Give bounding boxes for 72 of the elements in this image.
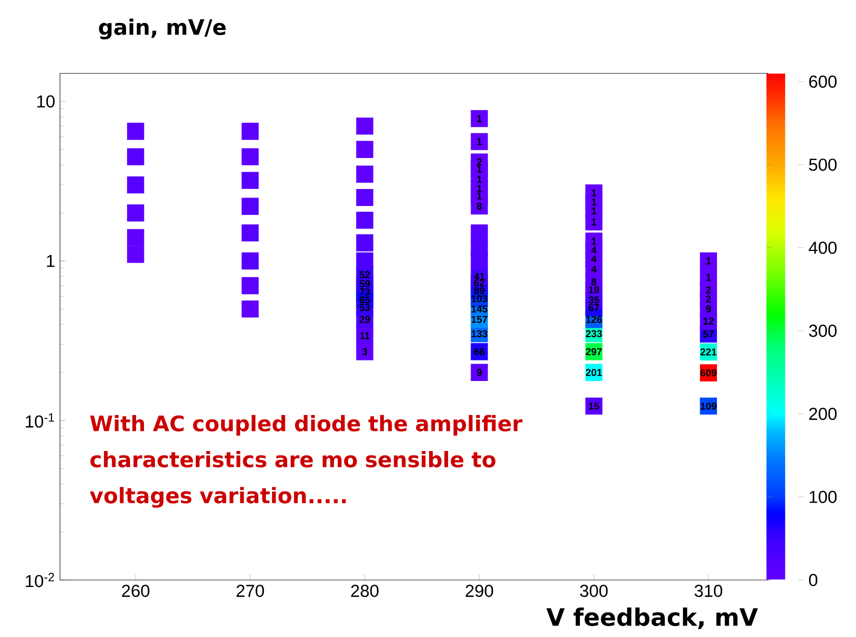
annotation: 29: [360, 316, 370, 323]
annotation: 1: [477, 138, 482, 146]
annotation: 2: [706, 295, 711, 302]
annotation: 221: [700, 348, 716, 356]
annotation: 126: [586, 316, 602, 323]
annotation: 4: [591, 246, 597, 254]
annotation: 1: [592, 238, 596, 245]
annotation: 4: [591, 255, 597, 262]
y-tick-label: 10: [37, 95, 55, 108]
annotation: 109: [700, 402, 716, 410]
annotation: 73: [360, 288, 370, 296]
annotation: 1: [592, 189, 596, 196]
x-tick-label: 280: [351, 584, 379, 597]
annotation: 11: [360, 332, 370, 340]
annotation: 233: [586, 330, 602, 338]
annotation: 62: [474, 279, 484, 286]
x-tick-label: 300: [580, 584, 608, 597]
annotation: 9: [476, 368, 482, 376]
annotation: 15: [588, 402, 600, 410]
annotation: 1: [706, 258, 711, 264]
x-tick-label: 290: [466, 584, 494, 597]
color-bar-label: 100: [810, 490, 837, 504]
x-tick-label: 260: [122, 584, 150, 597]
annotation: 3: [362, 348, 368, 356]
annotation: 41: [474, 272, 485, 280]
annotation: 57: [703, 330, 714, 338]
annotation: 9: [706, 305, 711, 313]
x-axis-title: V feedback, mV: [546, 608, 758, 630]
color-bar-label: 600: [809, 76, 837, 88]
annotation: 65: [360, 296, 370, 304]
annotation: 1: [592, 218, 596, 226]
y-tick-label: 1: [46, 255, 54, 267]
annotation: 1: [477, 166, 482, 172]
annotation: 1: [592, 207, 596, 214]
color-bar-label: 400: [808, 242, 837, 254]
annotation: 59: [359, 280, 370, 288]
annotation: 66: [474, 348, 485, 356]
color-bar-label: 0: [809, 574, 818, 586]
annotation: 1: [477, 184, 482, 192]
annotation: 19: [588, 286, 600, 294]
color-bar-label: 200: [809, 408, 837, 420]
annotation: 2: [706, 286, 711, 294]
annotation: 89: [474, 287, 484, 294]
annotation: 53: [359, 304, 370, 312]
color-bar-label: 300: [809, 324, 837, 337]
annotation: 12: [704, 318, 714, 325]
annotation: 1: [477, 176, 482, 183]
color-bar-label: 500: [809, 158, 837, 171]
annotation: 67: [588, 304, 599, 312]
annotation: 35: [588, 296, 600, 304]
y-tick-label: 10$^{-1}$: [26, 413, 54, 428]
annotation: 2: [476, 158, 482, 166]
annotation: 1: [592, 198, 596, 206]
annotation: 1: [477, 192, 482, 200]
annotation: 52: [359, 271, 370, 278]
x-tick-label: 310: [694, 584, 722, 597]
annotation: 145: [472, 305, 488, 312]
annotation: 8: [476, 202, 482, 210]
annotation: 103: [472, 295, 488, 302]
annotation: 133: [472, 330, 488, 338]
y-axis-title: gain, mV/e: [99, 18, 226, 40]
annotation: 1: [477, 115, 482, 122]
annotation: 609: [700, 369, 716, 376]
y-tick-label: 10$^{-2}$: [26, 572, 54, 588]
annotation: 4: [591, 266, 597, 272]
annotation: 8: [591, 278, 596, 286]
annotation: 157: [472, 316, 488, 323]
annotation: With AC coupled diode the amplifier characteristics are mo sensible to voltages variation.....: [90, 414, 522, 508]
annotation: 1: [706, 274, 711, 281]
annotation: 201: [586, 368, 602, 376]
annotation: 297: [586, 348, 602, 356]
x-tick-label: 270: [236, 584, 264, 597]
